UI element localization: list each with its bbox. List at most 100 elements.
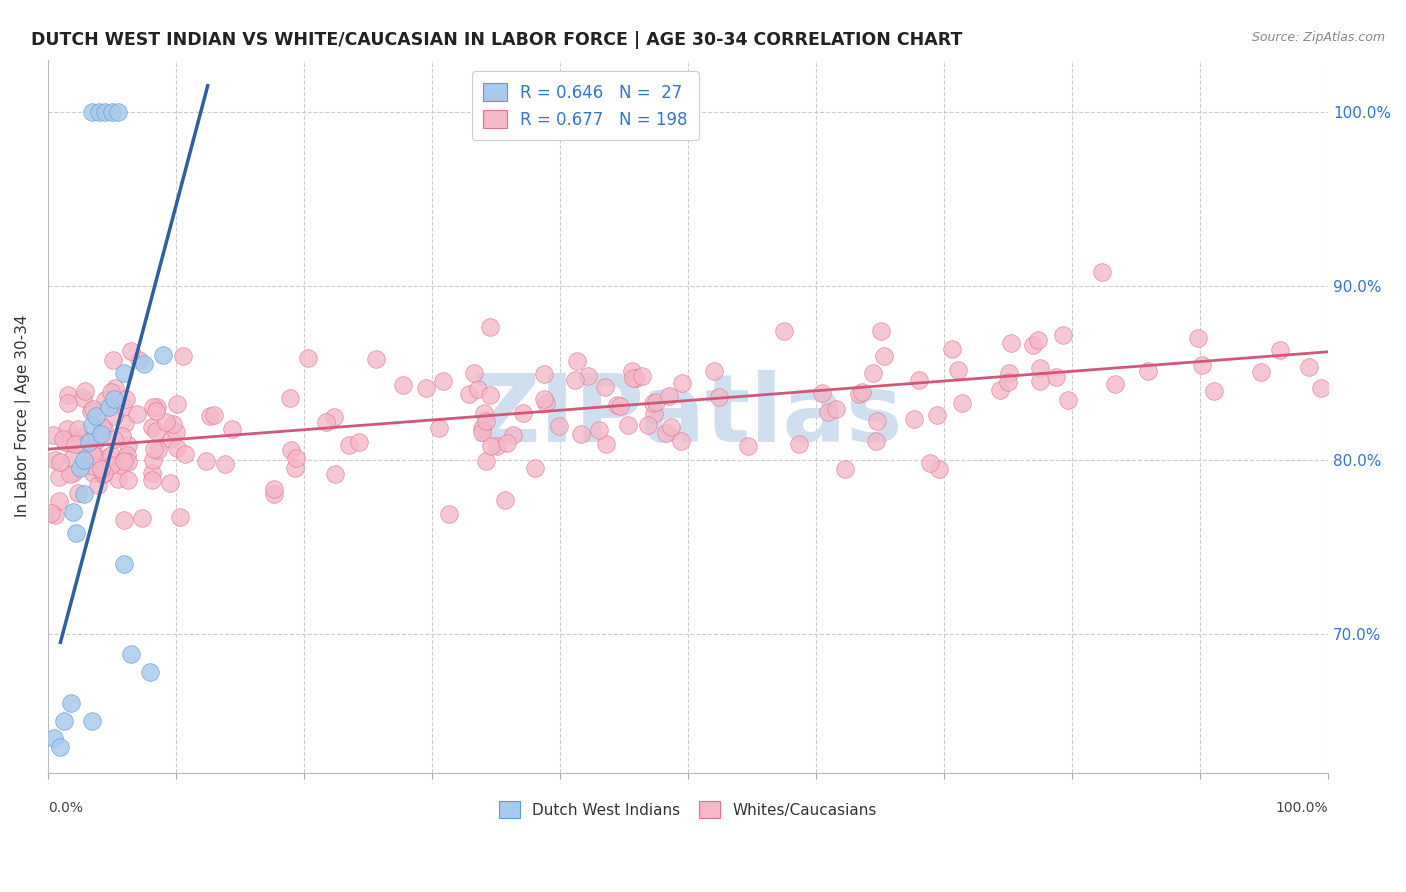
Point bbox=[339, 438, 361, 452]
Point bbox=[146, 443, 169, 458]
Point bbox=[139, 665, 162, 679]
Point bbox=[93, 467, 115, 482]
Y-axis label: In Labor Force | Age 30-34: In Labor Force | Age 30-34 bbox=[15, 315, 31, 517]
Point bbox=[512, 406, 534, 420]
Point bbox=[631, 369, 654, 384]
Point bbox=[93, 392, 115, 407]
Point bbox=[93, 466, 115, 480]
Point bbox=[72, 452, 94, 467]
Point bbox=[152, 348, 174, 362]
Point bbox=[1091, 265, 1114, 279]
Point bbox=[564, 373, 586, 387]
Point bbox=[93, 421, 115, 435]
Point bbox=[1000, 336, 1022, 351]
Point bbox=[1191, 358, 1213, 372]
Point bbox=[1187, 331, 1209, 345]
Point bbox=[142, 453, 165, 467]
Point bbox=[87, 478, 110, 492]
Point bbox=[392, 378, 415, 392]
Point bbox=[72, 487, 94, 501]
Point bbox=[950, 396, 973, 410]
Point bbox=[59, 431, 82, 445]
Point bbox=[41, 506, 63, 520]
Point bbox=[100, 458, 122, 472]
Point bbox=[145, 424, 167, 438]
Point bbox=[669, 434, 692, 448]
Point bbox=[82, 459, 104, 474]
Point bbox=[263, 486, 285, 500]
Point bbox=[65, 525, 87, 540]
Point bbox=[364, 351, 387, 366]
Point bbox=[117, 455, 139, 469]
Point bbox=[166, 397, 188, 411]
Point bbox=[131, 511, 153, 525]
Point bbox=[1029, 374, 1052, 388]
Point bbox=[59, 696, 82, 710]
Point bbox=[851, 385, 873, 400]
Legend: Dutch West Indians, Whites/Caucasians: Dutch West Indians, Whites/Caucasians bbox=[491, 794, 884, 826]
Point bbox=[1298, 359, 1320, 374]
Point bbox=[141, 474, 163, 488]
Point bbox=[112, 401, 135, 415]
Point bbox=[495, 435, 517, 450]
Point bbox=[63, 436, 86, 450]
Point bbox=[284, 461, 307, 475]
Point bbox=[141, 420, 163, 434]
Point bbox=[82, 417, 104, 432]
Point bbox=[661, 420, 683, 434]
Point bbox=[114, 366, 136, 380]
Point bbox=[80, 443, 103, 458]
Point bbox=[221, 422, 243, 436]
Point bbox=[159, 475, 181, 490]
Point bbox=[90, 461, 112, 475]
Point bbox=[114, 557, 136, 571]
Point bbox=[86, 409, 108, 424]
Point bbox=[112, 513, 135, 527]
Point bbox=[626, 371, 648, 385]
Point bbox=[479, 388, 502, 402]
Point bbox=[77, 453, 100, 467]
Text: 100.0%: 100.0% bbox=[1275, 801, 1329, 815]
Point bbox=[707, 390, 730, 404]
Point bbox=[56, 387, 79, 401]
Point bbox=[69, 430, 91, 444]
Point bbox=[62, 451, 84, 466]
Point bbox=[810, 386, 832, 401]
Point bbox=[903, 411, 925, 425]
Point bbox=[114, 416, 136, 430]
Point bbox=[325, 467, 347, 481]
Point bbox=[104, 381, 127, 395]
Point bbox=[87, 104, 110, 119]
Point bbox=[62, 466, 84, 480]
Point bbox=[165, 425, 187, 439]
Point bbox=[787, 437, 810, 451]
Point bbox=[120, 648, 142, 662]
Point bbox=[593, 380, 616, 394]
Point bbox=[479, 320, 502, 334]
Point bbox=[1026, 334, 1049, 348]
Point bbox=[141, 466, 163, 480]
Point bbox=[315, 415, 337, 429]
Point bbox=[643, 407, 665, 421]
Point bbox=[52, 433, 75, 447]
Point bbox=[928, 461, 950, 475]
Point bbox=[533, 392, 555, 406]
Point bbox=[59, 467, 82, 481]
Point bbox=[297, 351, 319, 366]
Point bbox=[91, 420, 114, 434]
Point bbox=[63, 433, 86, 447]
Point bbox=[62, 505, 84, 519]
Point bbox=[471, 421, 494, 435]
Point bbox=[817, 405, 839, 419]
Point bbox=[59, 436, 82, 450]
Point bbox=[107, 104, 129, 119]
Text: DUTCH WEST INDIAN VS WHITE/CAUCASIAN IN LABOR FORCE | AGE 30-34 CORRELATION CHAR: DUTCH WEST INDIAN VS WHITE/CAUCASIAN IN … bbox=[31, 31, 962, 49]
Point bbox=[100, 384, 122, 399]
Point bbox=[103, 409, 125, 423]
Point bbox=[198, 409, 221, 424]
Point bbox=[66, 437, 89, 451]
Point bbox=[94, 104, 117, 119]
Point bbox=[772, 324, 794, 338]
Point bbox=[908, 373, 931, 387]
Point bbox=[107, 472, 129, 486]
